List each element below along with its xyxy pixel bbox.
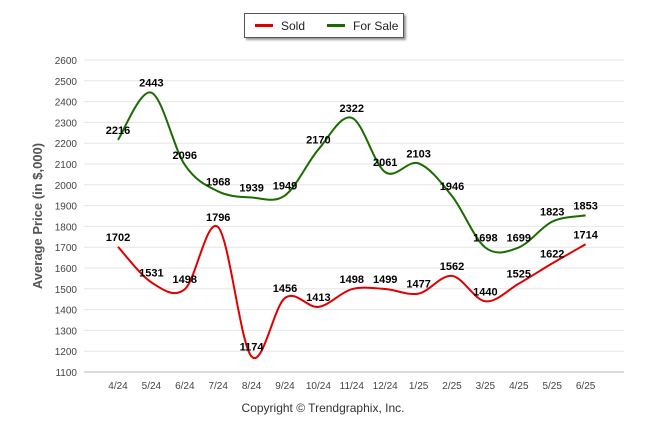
- x-tick-label: 4/24: [108, 381, 128, 392]
- x-axis-ticks: 4/24 5/24 6/24 7/24 8/24 9/24 10/24 11/24 12/24 1…: [108, 381, 596, 392]
- data-label: 2103: [406, 148, 430, 160]
- data-label: 1699: [507, 232, 531, 244]
- x-tick-label: 12/24: [373, 381, 398, 392]
- y-tick-label: 2400: [55, 98, 78, 109]
- data-label: 1413: [306, 292, 330, 304]
- data-label: 1939: [239, 182, 263, 194]
- data-label: 1946: [440, 181, 464, 193]
- x-tick-label: 6/24: [175, 381, 195, 392]
- y-tick-label: 1400: [55, 306, 78, 317]
- data-label: 1702: [106, 232, 130, 244]
- data-label: 2216: [106, 125, 130, 137]
- data-label: 1714: [573, 229, 598, 241]
- copyright-text: Copyright © Trendgraphix, Inc.: [241, 401, 405, 415]
- data-label: 1498: [173, 274, 197, 286]
- legend-label-for-sale: For Sale: [353, 18, 399, 33]
- y-tick-label: 2600: [55, 56, 78, 67]
- legend-item-for-sale: For Sale: [327, 19, 398, 33]
- x-tick-label: 4/25: [509, 381, 529, 392]
- x-tick-label: 3/25: [476, 381, 496, 392]
- data-label: 1525: [507, 269, 531, 281]
- x-tick-label: 7/24: [208, 381, 228, 392]
- data-label: 1440: [473, 286, 497, 298]
- legend-label-sold: Sold: [281, 18, 306, 33]
- data-label: 1456: [273, 283, 297, 295]
- data-label: 1477: [406, 279, 430, 291]
- y-tick-label: 2500: [55, 77, 78, 88]
- y-tick-label: 1800: [55, 222, 78, 233]
- x-tick-label: 1/25: [409, 381, 429, 392]
- y-tick-label: 1700: [55, 243, 78, 254]
- data-label: 1968: [206, 176, 230, 188]
- x-tick-label: 5/25: [542, 381, 562, 392]
- y-tick-label: 2100: [55, 160, 78, 171]
- data-label: 1796: [206, 212, 230, 224]
- x-tick-label: 8/24: [242, 381, 262, 392]
- x-tick-label: 6/25: [576, 381, 596, 392]
- legend-item-sold: Sold: [255, 19, 305, 33]
- data-label: 1562: [440, 261, 464, 273]
- x-tick-label: 2/25: [442, 381, 462, 392]
- y-tick-label: 1500: [55, 285, 78, 296]
- x-tick-label: 9/24: [275, 381, 295, 392]
- data-label: 1499: [373, 274, 397, 286]
- y-tick-label: 1900: [55, 202, 78, 213]
- x-tick-label: 11/24: [340, 381, 365, 392]
- x-tick-label: 5/24: [142, 381, 162, 392]
- data-label: 1498: [340, 274, 364, 286]
- series-line-sold: [117, 224, 587, 360]
- series-line-for-sale: [117, 91, 586, 254]
- y-tick-label: 1600: [55, 264, 78, 275]
- data-label: 2443: [139, 78, 163, 90]
- data-label: 2061: [373, 157, 397, 169]
- y-tick-label: 1200: [55, 347, 78, 358]
- data-label: 1823: [540, 207, 564, 219]
- legend: Sold For Sale: [244, 13, 404, 38]
- data-label: 1531: [139, 267, 163, 279]
- y-tick-label: 2000: [55, 181, 78, 192]
- y-tick-label: 2200: [55, 139, 78, 150]
- data-label: 1949: [273, 180, 297, 192]
- data-label: 1174: [240, 342, 265, 354]
- data-label: 1698: [473, 233, 497, 245]
- y-tick-label: 2300: [55, 118, 78, 129]
- y-axis-ticks: 1100 1200 1300 1400 1500 1600 1700 1800 1900 2000…: [55, 56, 78, 379]
- data-label: 2322: [340, 103, 364, 115]
- series-lines: [117, 91, 587, 360]
- y-axis-label: Average Price (in $,000): [30, 143, 45, 289]
- y-tick-label: 1100: [55, 368, 77, 379]
- x-tick-label: 10/24: [306, 381, 331, 392]
- data-label: 1622: [540, 248, 564, 260]
- data-label: 2096: [173, 150, 197, 162]
- data-label: 2170: [306, 134, 330, 146]
- legend-swatch-sold: [255, 24, 273, 27]
- data-labels: 1702 1531 1498 1796 1174 1456 1413 1498 1499 1477…: [106, 78, 599, 354]
- legend-swatch-for-sale: [327, 24, 346, 27]
- y-tick-label: 1300: [55, 326, 78, 337]
- data-label: 1853: [573, 200, 597, 212]
